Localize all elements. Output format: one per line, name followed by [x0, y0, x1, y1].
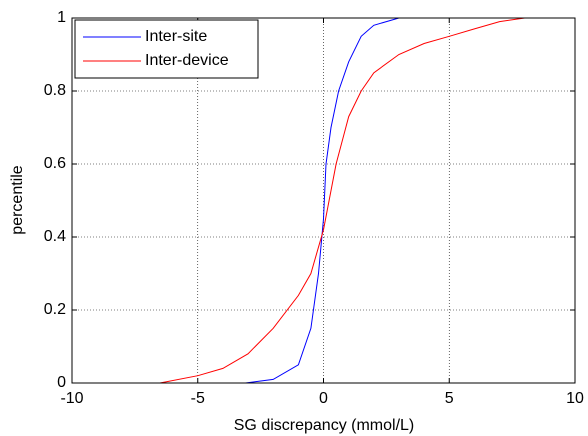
legend-label: Inter-device	[145, 52, 229, 69]
y-tick-label: 0	[57, 374, 66, 391]
y-axis-label: percentile	[9, 165, 26, 234]
y-tick-label: 0.6	[44, 155, 66, 172]
y-tick-label: 0.8	[44, 82, 66, 99]
legend-label: Inter-site	[145, 28, 207, 45]
data-line	[159, 17, 575, 384]
x-tick-label: -10	[60, 390, 83, 407]
x-tick-label: -5	[191, 390, 205, 407]
y-tick-label: 0.4	[44, 228, 66, 245]
legend-box	[74, 19, 259, 79]
y-tick-label: 1	[57, 9, 66, 26]
plot-frame	[71, 17, 576, 384]
data-line	[245, 17, 575, 384]
y-tick-label: 0.2	[44, 301, 66, 318]
x-tick-label: 10	[566, 390, 584, 407]
x-tick-label: 5	[445, 390, 454, 407]
x-tick-label: 0	[319, 390, 328, 407]
x-axis-label: SG discrepancy (mmol/L)	[234, 417, 415, 434]
